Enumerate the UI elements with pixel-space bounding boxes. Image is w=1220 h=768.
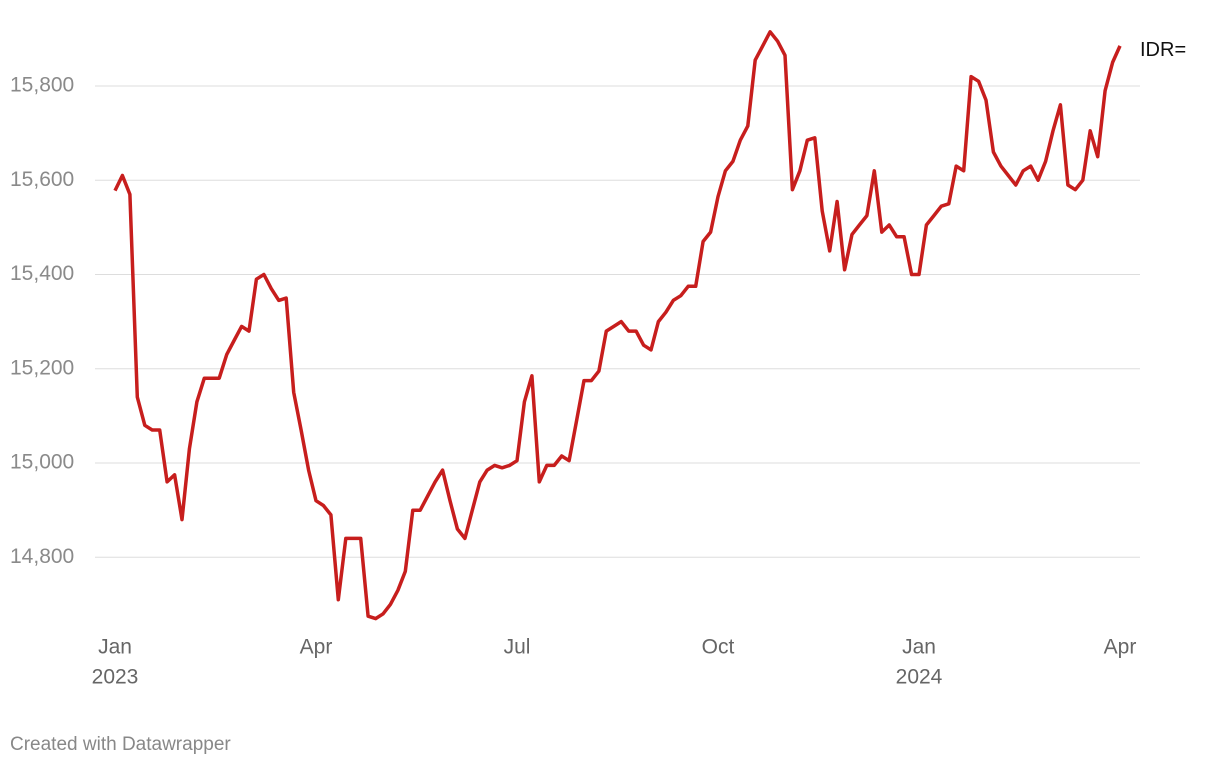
x-tick-label: Jan bbox=[902, 636, 936, 659]
y-tick-label: 15,800 bbox=[10, 74, 74, 97]
x-year-label: 2024 bbox=[896, 666, 943, 689]
x-year-label: 2023 bbox=[92, 666, 139, 689]
x-tick-label: Oct bbox=[702, 636, 735, 659]
y-tick-label: 14,800 bbox=[10, 545, 74, 568]
y-tick-label: 15,000 bbox=[10, 451, 74, 474]
x-tick-label: Jul bbox=[504, 636, 531, 659]
x-tick-label: Apr bbox=[1104, 636, 1137, 659]
x-tick-label: Jan bbox=[98, 636, 132, 659]
y-tick-label: 15,200 bbox=[10, 356, 74, 379]
line bbox=[113, 30, 1122, 621]
x-tick-label: Apr bbox=[300, 636, 333, 659]
y-tick-label: 15,400 bbox=[10, 262, 74, 285]
footer: Created with Datawrapper bbox=[10, 734, 231, 755]
y-tick-label: 15,600 bbox=[10, 168, 74, 191]
series-label: IDR= bbox=[1140, 39, 1186, 61]
